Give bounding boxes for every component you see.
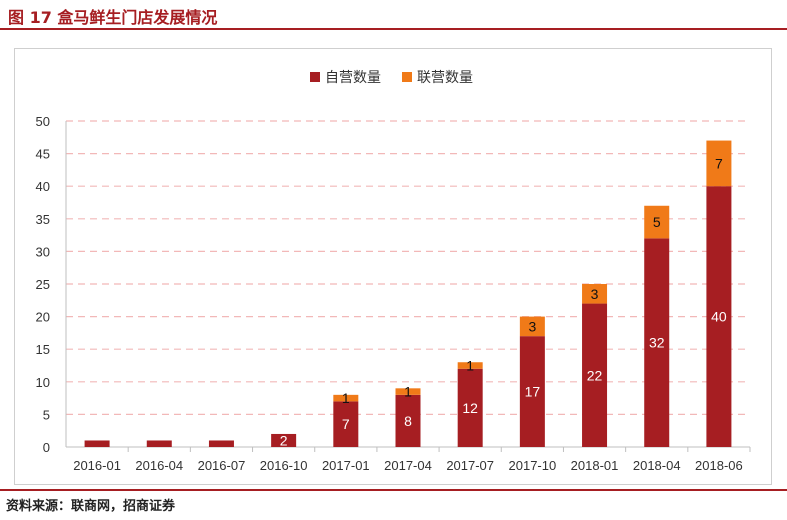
bar-self-operated xyxy=(395,394,421,447)
bar-self-operated xyxy=(706,186,732,447)
data-labels: 2 7 1 8 1 12 1 17 3 22 3 32 5 40 7 xyxy=(280,155,727,448)
gridlines xyxy=(66,120,750,415)
y-tick-label: 15 xyxy=(36,342,50,357)
x-tick-label: 2017-10 xyxy=(509,458,557,473)
x-tick-label: 2016-04 xyxy=(135,458,183,473)
data-label: 7 xyxy=(342,416,350,432)
legend-swatch xyxy=(310,72,320,82)
y-tick-label: 10 xyxy=(36,375,50,390)
bar-joint-operated xyxy=(644,205,670,239)
legend-label: 联营数量 xyxy=(417,70,473,86)
x-tick-label: 2018-01 xyxy=(571,458,619,473)
x-tick-label: 2016-10 xyxy=(260,458,308,473)
title-rule xyxy=(0,28,787,30)
data-label: 2 xyxy=(280,432,288,448)
x-tick-label: 2017-04 xyxy=(384,458,432,473)
bar-self-operated xyxy=(271,433,297,447)
data-label: 32 xyxy=(649,335,665,351)
data-label: 1 xyxy=(404,384,412,400)
x-tick-label: 2018-06 xyxy=(695,458,743,473)
legend: 自营数量 联营数量 xyxy=(310,70,473,86)
bar-self-operated xyxy=(146,440,172,447)
data-label: 8 xyxy=(404,413,412,429)
x-tick-label: 2018-04 xyxy=(633,458,681,473)
data-label: 40 xyxy=(711,309,727,325)
data-label: 17 xyxy=(525,384,541,400)
legend-label: 自营数量 xyxy=(325,70,381,86)
bar-self-operated xyxy=(84,440,110,447)
source-note: 资料来源：联商网，招商证券 xyxy=(6,499,176,514)
bar-joint-operated xyxy=(582,284,608,304)
data-label: 7 xyxy=(715,155,723,171)
x-tick-label: 2017-01 xyxy=(322,458,370,473)
bar-self-operated xyxy=(208,440,234,447)
figure-title: 图 17 盒马鲜生门店发展情况 xyxy=(8,8,218,27)
bars xyxy=(84,140,732,447)
legend-swatch xyxy=(402,72,412,82)
y-tick-label: 50 xyxy=(36,114,50,129)
bar-joint-operated xyxy=(457,362,483,369)
data-label: 3 xyxy=(591,286,599,302)
bar-joint-operated xyxy=(519,316,545,337)
bar-joint-operated xyxy=(706,140,732,187)
source-rule xyxy=(0,489,787,491)
data-label: 12 xyxy=(462,400,478,416)
y-tick-label: 35 xyxy=(36,212,50,227)
y-tick-label: 20 xyxy=(36,310,50,325)
x-tick-label: 2016-01 xyxy=(73,458,121,473)
data-label: 1 xyxy=(342,390,350,406)
y-tick-label: 40 xyxy=(36,179,50,194)
bar-joint-operated xyxy=(395,388,421,395)
bar-self-operated xyxy=(457,368,483,447)
bar-self-operated xyxy=(644,238,670,447)
bar-self-operated xyxy=(582,303,608,447)
bar-self-operated xyxy=(333,401,359,447)
data-label: 3 xyxy=(528,318,536,334)
data-label: 5 xyxy=(653,214,661,230)
bar-joint-operated xyxy=(333,394,359,402)
y-tick-label: 0 xyxy=(43,440,50,455)
bar-self-operated xyxy=(519,336,545,447)
y-tick-label: 30 xyxy=(36,244,50,259)
data-label: 22 xyxy=(587,367,603,383)
data-label: 1 xyxy=(466,358,474,374)
y-tick-label: 45 xyxy=(36,147,50,162)
x-tick-label: 2017-07 xyxy=(446,458,494,473)
x-tick-label: 2016-07 xyxy=(198,458,246,473)
y-tick-label: 5 xyxy=(43,407,50,422)
y-tick-label: 25 xyxy=(36,277,50,292)
